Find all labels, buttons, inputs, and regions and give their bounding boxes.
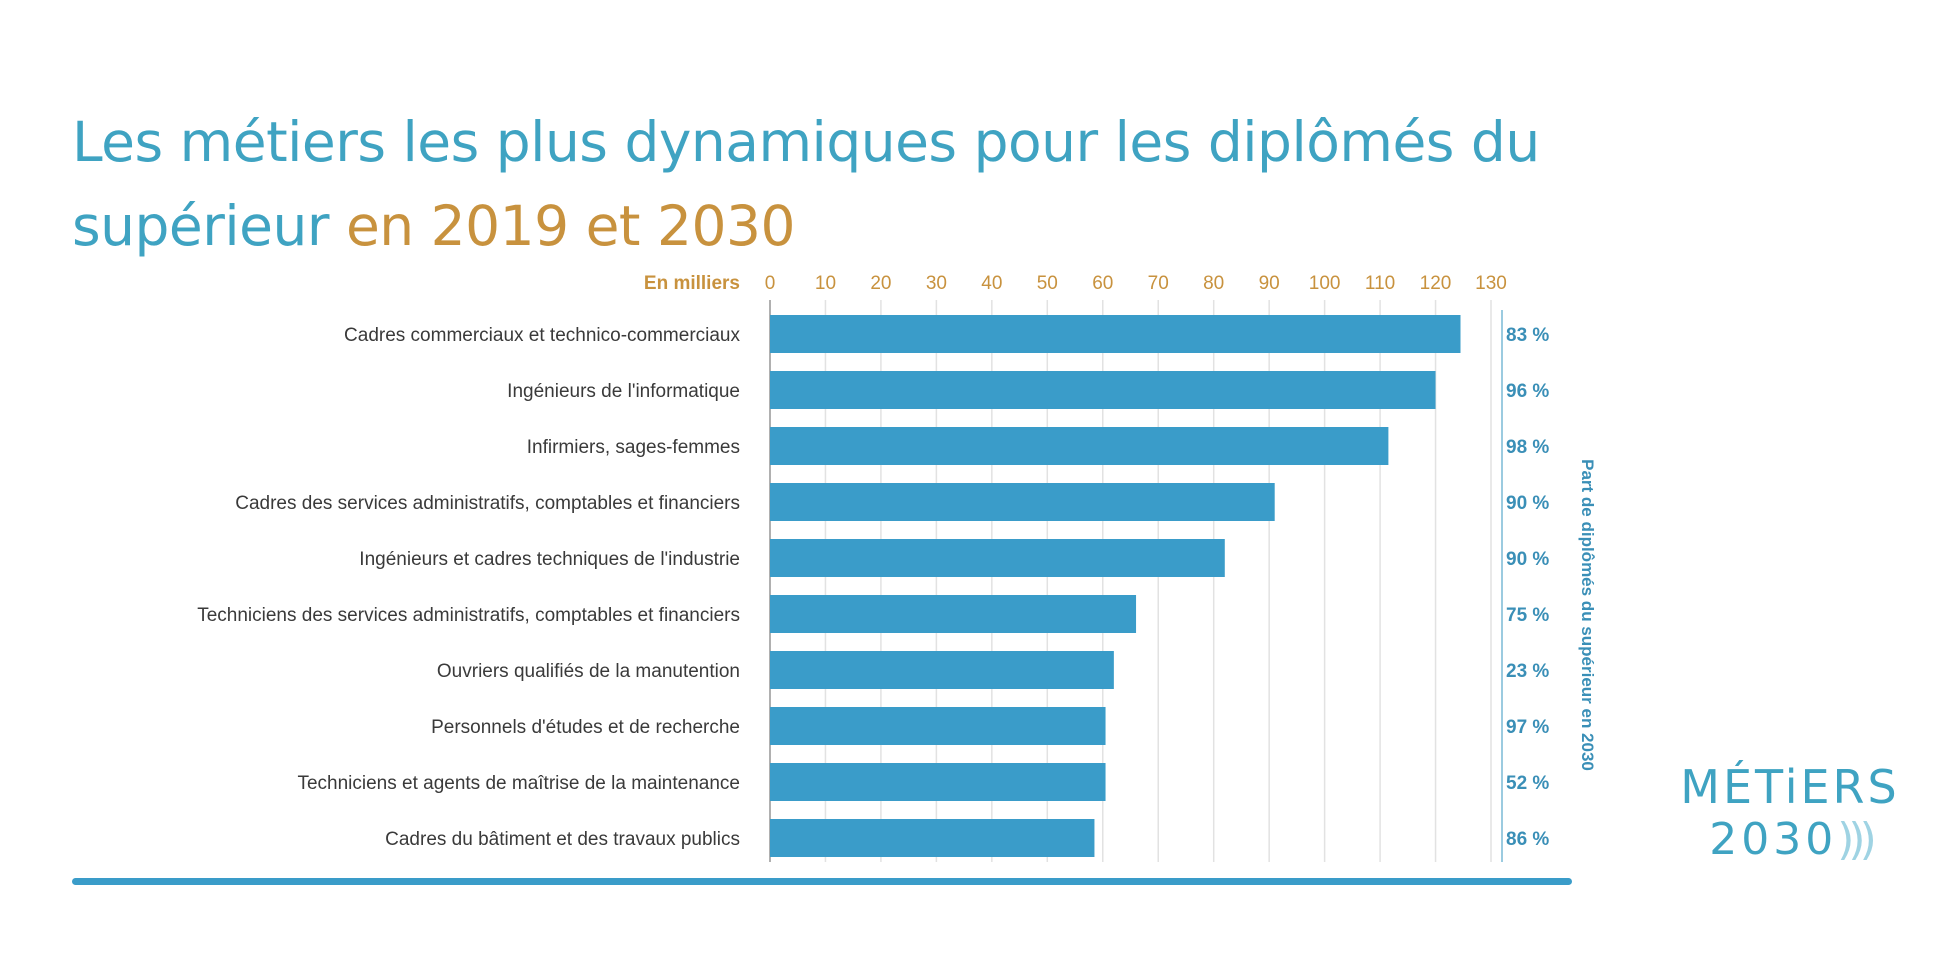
share-label: 75 % xyxy=(1506,605,1549,626)
share-label: 52 % xyxy=(1506,773,1549,794)
category-label: Cadres du bâtiment et des travaux public… xyxy=(385,829,740,850)
logo-line2: 2030))) xyxy=(1670,814,1910,866)
title-main: Les métiers les plus dynamiques pour les… xyxy=(72,110,1540,258)
x-tick-label: 120 xyxy=(1420,273,1452,294)
bar xyxy=(770,539,1225,577)
bar xyxy=(770,651,1114,689)
category-label: Ingénieurs et cadres techniques de l'ind… xyxy=(359,549,740,570)
logo-line1: MÉTiERS xyxy=(1680,760,1900,814)
x-tick-label: 0 xyxy=(765,273,776,294)
x-tick-label: 130 xyxy=(1475,273,1507,294)
share-label: 86 % xyxy=(1506,829,1549,850)
bar xyxy=(770,819,1095,857)
x-tick-label: 70 xyxy=(1148,273,1169,294)
title-years: en 2019 et 2030 xyxy=(345,194,796,258)
share-label: 97 % xyxy=(1506,717,1549,738)
x-tick-label: 40 xyxy=(981,273,1002,294)
bar xyxy=(770,763,1106,801)
bar xyxy=(770,371,1436,409)
bar xyxy=(770,427,1389,465)
category-label: Personnels d'études et de recherche xyxy=(431,717,740,738)
bar xyxy=(770,483,1275,521)
category-label: Techniciens et agents de maîtrise de la … xyxy=(297,773,740,794)
category-label: Ingénieurs de l'informatique xyxy=(507,381,740,402)
share-label: 90 % xyxy=(1506,549,1549,570)
bar xyxy=(770,707,1106,745)
x-tick-label: 100 xyxy=(1309,273,1341,294)
x-tick-label: 20 xyxy=(870,273,891,294)
metiers-2030-logo: MÉTiERS 2030))) xyxy=(1670,760,1910,866)
x-tick-label: 80 xyxy=(1203,273,1224,294)
secondary-axis-label: Part de diplômés du supérieur en 2030 xyxy=(1578,459,1597,771)
logo-year: 2030 xyxy=(1709,814,1838,865)
category-label: Techniciens des services administratifs,… xyxy=(197,605,740,626)
bar xyxy=(770,595,1137,633)
category-label: Infirmiers, sages-femmes xyxy=(527,437,740,458)
x-tick-label: 90 xyxy=(1259,273,1280,294)
x-tick-label: 10 xyxy=(815,273,836,294)
chart-title: Les métiers les plus dynamiques pour les… xyxy=(72,100,1712,268)
x-tick-label: 110 xyxy=(1365,273,1395,294)
category-label: Cadres des services administratifs, comp… xyxy=(235,493,740,514)
share-label: 96 % xyxy=(1506,381,1549,402)
share-label: 90 % xyxy=(1506,493,1549,514)
bottom-rule xyxy=(72,878,1572,885)
category-label: Ouvriers qualifiés de la manutention xyxy=(437,661,740,682)
x-tick-label: 50 xyxy=(1037,273,1058,294)
x-tick-label: 60 xyxy=(1092,273,1113,294)
share-label: 83 % xyxy=(1506,325,1549,346)
x-tick-label: 30 xyxy=(926,273,947,294)
bar xyxy=(770,315,1461,353)
share-label: 98 % xyxy=(1506,437,1549,458)
category-label: Cadres commerciaux et technico-commercia… xyxy=(344,325,740,346)
share-label: 23 % xyxy=(1506,661,1549,682)
x-axis-label: En milliers xyxy=(644,273,740,294)
logo-wave-icon: ))) xyxy=(1837,814,1876,865)
